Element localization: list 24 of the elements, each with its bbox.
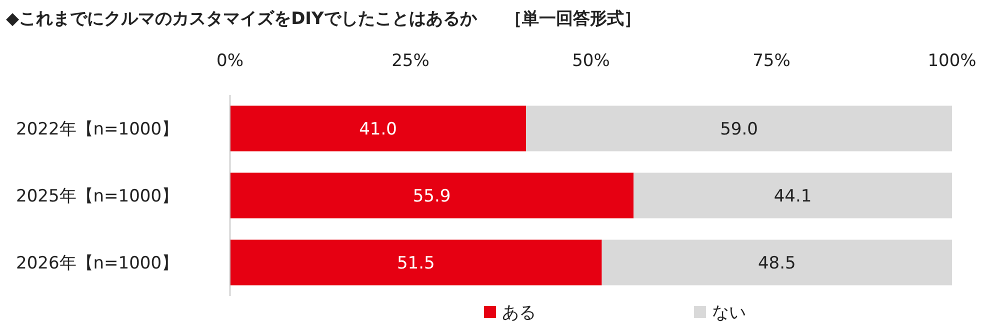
bar [602, 240, 952, 286]
y-tick-label: 2026年【n=1000】 [16, 254, 179, 274]
data-label: 59.0 [720, 120, 758, 140]
bar [230, 106, 526, 152]
data-label: 55.9 [412, 186, 451, 206]
bar [230, 240, 602, 286]
chart-subtitle: ［単一回答形式］ [504, 9, 641, 29]
data-label: 44.1 [774, 186, 812, 206]
x-tick-label: 75% [752, 51, 790, 71]
y-tick-label: 2022年【n=1000】 [16, 120, 179, 140]
x-tick-label: 50% [572, 51, 610, 71]
y-tick-label: 2025年【n=1000】 [16, 186, 179, 206]
x-tick-label: 0% [216, 51, 244, 71]
chart-title: ◆これまでにクルマのカスタマイズをDIYでしたことはあるか [6, 9, 478, 29]
bar [526, 106, 952, 152]
data-label: 41.0 [359, 120, 397, 140]
bar [634, 172, 952, 218]
data-label: 51.5 [396, 254, 435, 274]
legend-label: ない [712, 303, 746, 323]
legend-label: ある [502, 303, 536, 323]
x-tick-label: 25% [392, 51, 430, 71]
x-tick-label: 100% [928, 51, 976, 71]
data-label: 48.5 [758, 254, 796, 274]
bar [230, 172, 634, 218]
